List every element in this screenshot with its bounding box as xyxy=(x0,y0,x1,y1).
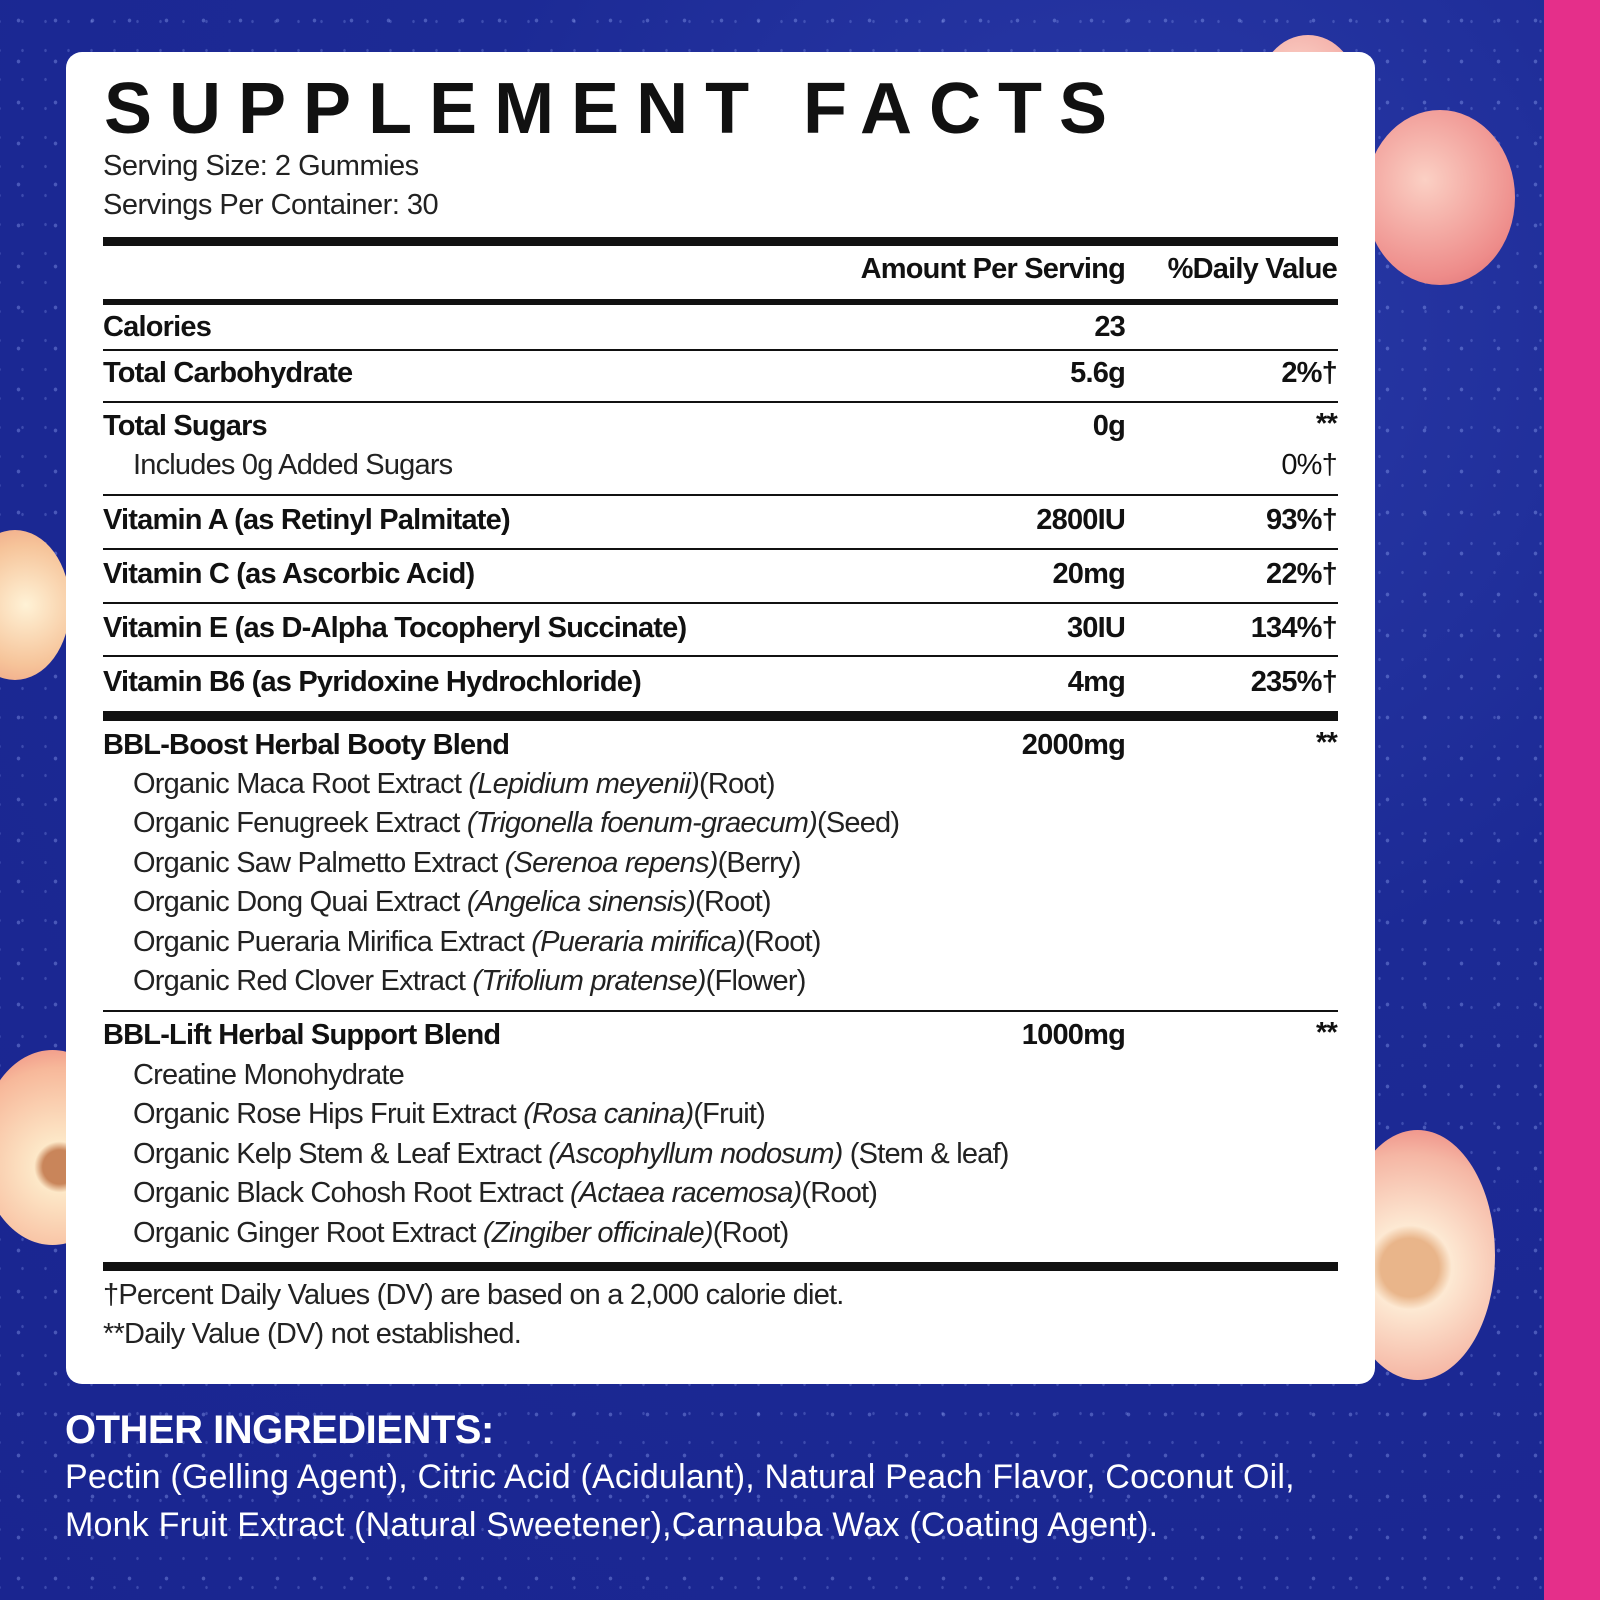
footnote-not-established: **Daily Value (DV) not established. xyxy=(103,1318,522,1350)
row-label-vitamin-e: Vitamin E (as D-Alpha Tocopheryl Succina… xyxy=(103,612,687,644)
divider xyxy=(103,349,1338,351)
header-amount: Amount Per Serving xyxy=(860,253,1126,285)
ingredient-item: Organic Saw Palmetto Extract (Serenoa re… xyxy=(133,847,801,879)
ingredient-item: Organic Dong Quai Extract (Angelica sine… xyxy=(133,886,772,918)
blend-amount-lift: 1000mg xyxy=(1021,1019,1126,1051)
row-amount-vitamin-e: 30IU xyxy=(1066,612,1126,644)
peach-image-top-right xyxy=(1365,110,1515,285)
row-dv-sugars: ** xyxy=(1316,408,1338,440)
serving-size: Serving Size: 2 Gummies xyxy=(103,150,419,182)
row-amount-sugars: 0g xyxy=(1092,410,1126,442)
row-dv-carbohydrate: 2%† xyxy=(1281,357,1337,389)
divider xyxy=(103,299,1338,305)
servings-per-container: Servings Per Container: 30 xyxy=(103,189,439,221)
divider xyxy=(103,548,1338,550)
ingredient-item: Organic Kelp Stem & Leaf Extract (Ascoph… xyxy=(133,1138,1009,1170)
row-label-calories: Calories xyxy=(103,311,212,343)
ingredient-item: Organic Rose Hips Fruit Extract (Rosa ca… xyxy=(133,1098,766,1130)
row-label-vitamin-b6: Vitamin B6 (as Pyridoxine Hydrochloride) xyxy=(103,666,642,698)
ingredient-item: Organic Black Cohosh Root Extract (Actae… xyxy=(133,1177,878,1209)
blend-amount-boost: 2000mg xyxy=(1021,729,1126,761)
divider xyxy=(103,711,1338,721)
ingredient-item: Creatine Monohydrate xyxy=(133,1059,405,1091)
row-amount-vitamin-c: 20mg xyxy=(1052,558,1125,590)
blend-name-boost: BBL-Boost Herbal Booty Blend xyxy=(103,729,510,761)
blend-name-lift: BBL-Lift Herbal Support Blend xyxy=(103,1019,501,1051)
blend-dv-boost: ** xyxy=(1316,727,1338,759)
pink-side-stripe xyxy=(1544,0,1600,1600)
divider xyxy=(103,237,1338,246)
row-label-sugars: Total Sugars xyxy=(103,410,268,442)
row-amount-carbohydrate: 5.6g xyxy=(1070,357,1126,389)
ingredient-item: Organic Red Clover Extract (Trifolium pr… xyxy=(133,965,806,997)
header-daily-value: %Daily Value xyxy=(1167,253,1338,285)
row-dv-vitamin-a: 93%† xyxy=(1266,504,1338,536)
ingredient-item: Organic Ginger Root Extract (Zingiber of… xyxy=(133,1217,789,1249)
page-title: SUPPLEMENT FACTS xyxy=(104,69,1125,149)
row-label-carbohydrate: Total Carbohydrate xyxy=(103,357,353,389)
divider xyxy=(103,1262,1338,1271)
divider xyxy=(103,655,1338,657)
blend-dv-lift: ** xyxy=(1316,1017,1338,1049)
row-label-added-sugars: Includes 0g Added Sugars xyxy=(133,449,453,481)
other-ingredients-line: Monk Fruit Extract (Natural Sweetener),C… xyxy=(65,1506,1159,1544)
row-amount-vitamin-a: 2800IU xyxy=(1036,504,1126,536)
ingredient-item: Organic Fenugreek Extract (Trigonella fo… xyxy=(133,807,900,839)
divider xyxy=(103,602,1338,604)
row-amount-vitamin-b6: 4mg xyxy=(1067,666,1126,698)
other-ingredients-heading: OTHER INGREDIENTS: xyxy=(65,1408,494,1452)
ingredient-item: Organic Pueraria Mirifica Extract (Puera… xyxy=(133,926,821,958)
divider xyxy=(103,1010,1338,1012)
row-dv-vitamin-e: 134%† xyxy=(1250,612,1338,644)
row-amount-calories: 23 xyxy=(1094,311,1125,343)
row-dv-added-sugars: 0%† xyxy=(1281,449,1337,481)
row-dv-vitamin-b6: 235%† xyxy=(1250,666,1338,698)
row-dv-vitamin-c: 22%† xyxy=(1266,558,1338,590)
divider xyxy=(103,401,1338,403)
other-ingredients-line: Pectin (Gelling Agent), Citric Acid (Aci… xyxy=(65,1458,1295,1496)
divider xyxy=(103,494,1338,496)
row-label-vitamin-a: Vitamin A (as Retinyl Palmitate) xyxy=(103,504,511,536)
ingredient-item: Organic Maca Root Extract (Lepidium meye… xyxy=(133,768,776,800)
footnote-dv: †Percent Daily Values (DV) are based on … xyxy=(103,1279,844,1311)
row-label-vitamin-c: Vitamin C (as Ascorbic Acid) xyxy=(103,558,475,590)
